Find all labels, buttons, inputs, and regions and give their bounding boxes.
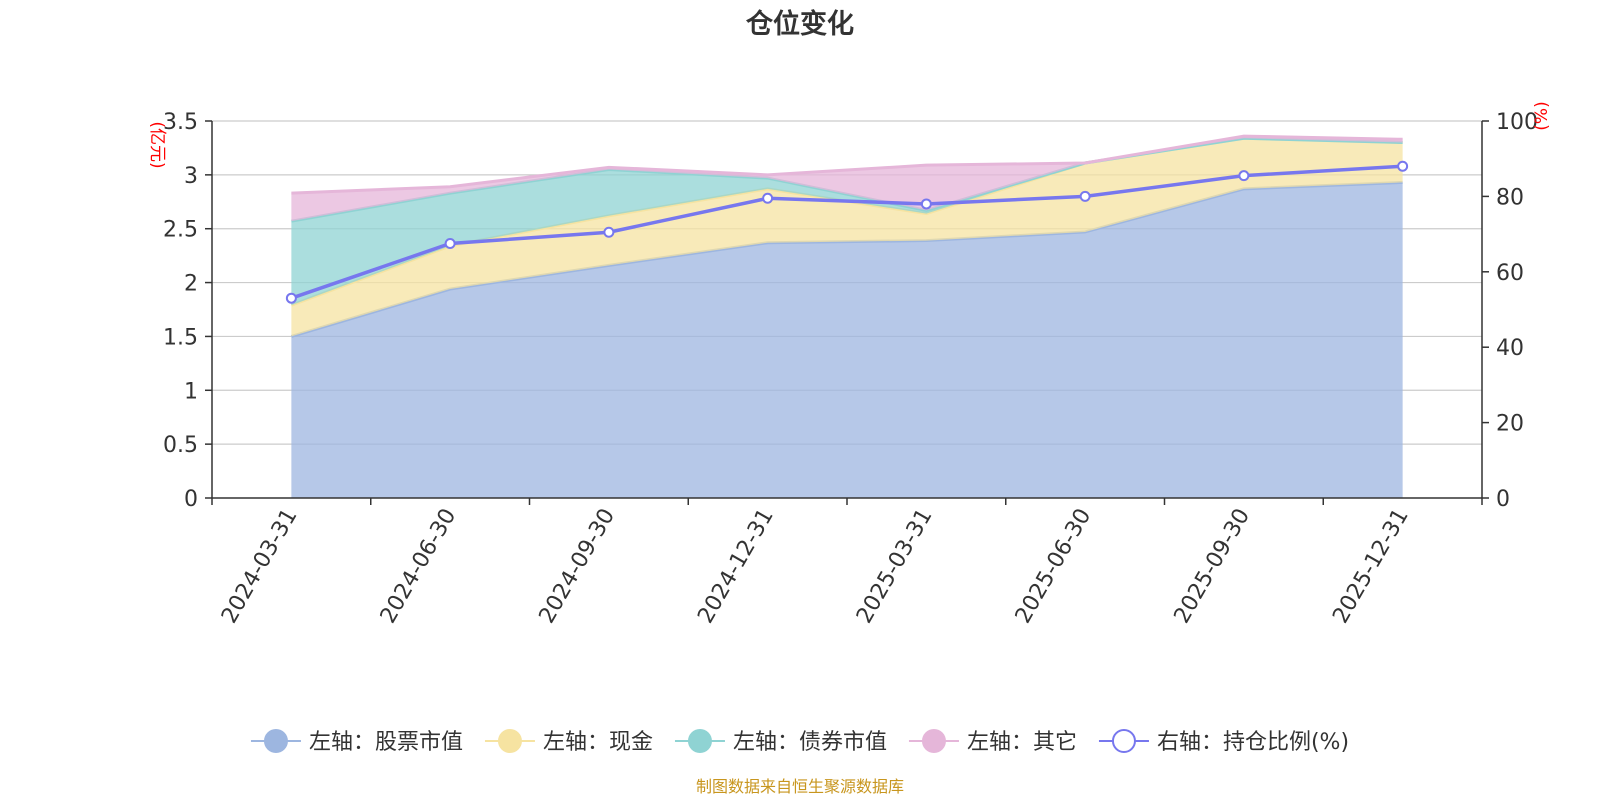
legend-item-2[interactable]: 左轴：债券市值 [674,729,887,755]
area-series-1 [291,138,1403,337]
right-tick-label: 40 [1496,336,1524,361]
line-series-path [290,164,1403,300]
left-tick-label: 1.5 [163,325,198,350]
left-tick-label: 0 [184,487,198,512]
x-tick-label: 2024-03-31 [217,505,303,628]
legend-marker [1111,729,1136,753]
line-point [1238,170,1250,182]
left-tick-label: 2.5 [163,218,198,243]
x-tick-label: 2025-06-30 [1011,505,1097,628]
x-tick-label: 2025-09-30 [1169,505,1255,628]
right-tick-label: 100 [1496,110,1538,135]
area-series-0 [291,182,1403,498]
right-tick-label: 0 [1496,487,1510,512]
legend-label: 右轴：持仓比例(%) [1157,730,1349,755]
area-series-3 [291,136,1403,222]
line-point [444,238,456,250]
source-note: 制图数据来自恒生聚源数据库 [696,777,904,796]
legend-item-3[interactable]: 左轴：其它 [908,729,1077,755]
line-point [603,226,615,238]
line-point [1397,160,1409,172]
line-point [762,192,774,204]
left-tick-label: 1 [184,379,198,404]
x-tick-label: 2024-12-31 [693,505,779,628]
legend-label: 左轴：其它 [967,730,1077,755]
legend-item-4[interactable]: 右轴：持仓比例(%) [1098,729,1349,755]
x-tick-label: 2024-09-30 [534,505,620,628]
left-axis-unit: (亿元) [147,121,167,168]
legend-marker [497,729,522,753]
legend-marker [263,729,288,753]
left-tick-label: 0.5 [163,433,198,458]
position-ratio-line [285,160,1409,304]
area-edge-2 [291,136,1403,223]
area-series-2 [291,138,1403,306]
right-tick-label: 60 [1496,261,1524,286]
legend-item-1[interactable]: 左轴：现金 [484,729,653,755]
area-edge-3 [291,134,1403,195]
left-tick-label: 3.5 [163,110,198,135]
chart-title: 仓位变化 [745,8,854,40]
line-point [920,198,932,210]
line-point [285,292,297,304]
x-tick-label: 2024-06-30 [376,505,462,628]
left-tick-label: 3 [184,164,198,189]
legend: 左轴：股票市值 左轴：现金 左轴：债券市值 左轴：其它 右轴：持仓比例(%) [250,729,1349,755]
x-tick-label: 2025-12-31 [1328,505,1414,628]
right-tick-label: 20 [1496,412,1524,437]
line-point [1079,190,1091,202]
right-tick-label: 80 [1496,185,1524,210]
right-axis-unit: (%) [1532,101,1552,130]
left-tick-label: 2 [184,272,198,297]
legend-marker [921,729,946,753]
legend-label: 左轴：债券市值 [733,730,887,755]
x-tick-label: 2025-03-31 [852,505,938,628]
legend-label: 左轴：股票市值 [309,730,463,755]
stacked-areas [290,134,1403,498]
legend-marker [687,729,712,753]
legend-item-0[interactable]: 左轴：股票市值 [250,729,463,755]
legend-label: 左轴：现金 [543,730,653,755]
